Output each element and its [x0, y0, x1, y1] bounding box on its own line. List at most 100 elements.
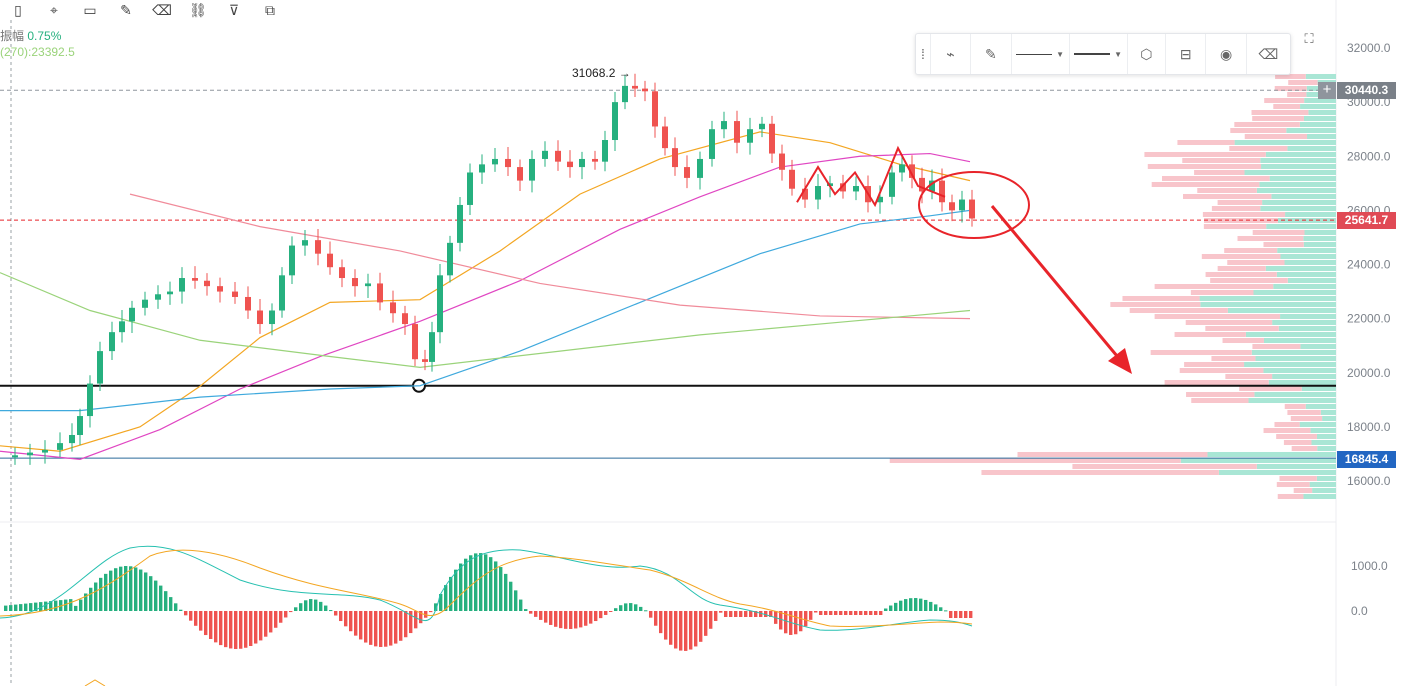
trash-icon[interactable]: ⌫ [152, 1, 172, 18]
macd-bar [924, 599, 928, 611]
volume-bar-up [1260, 158, 1336, 163]
edit-icon[interactable]: ✎ [120, 1, 132, 18]
amplitude-value: 0.75% [27, 29, 62, 43]
candle-up [542, 150, 548, 159]
candle-down [672, 148, 678, 168]
line-width-select[interactable]: ▼ [1070, 34, 1128, 74]
delete-icon[interactable]: ⌫ [1258, 45, 1279, 62]
candle-down [789, 169, 795, 189]
candle-down [567, 161, 573, 168]
volume-bar-down [1217, 266, 1266, 271]
macd-bar [109, 570, 113, 611]
pen-icon[interactable]: ✎ [971, 34, 1012, 74]
ma-blue-line [0, 209, 971, 412]
volume-bar-up [1265, 152, 1336, 157]
volume-bar-up [1256, 464, 1336, 469]
macd-bar [869, 611, 873, 615]
macd-bar [519, 599, 523, 611]
candle-down [592, 158, 598, 162]
volume-bar-up [1244, 362, 1336, 367]
volume-bar-down [1287, 410, 1321, 415]
candle-up [129, 307, 135, 322]
macd-tick-label: 1000.0 [1351, 559, 1388, 573]
macd-bar [944, 610, 948, 612]
macd-bar [689, 611, 693, 650]
volume-bar-up [1234, 140, 1336, 145]
macd-bar [589, 611, 593, 624]
volume-bar-up [1255, 356, 1336, 361]
macd-bar [254, 611, 258, 644]
macd-bar [274, 611, 278, 628]
volume-bar-down [1284, 404, 1306, 409]
macd-bar [669, 611, 673, 645]
macd-bar [734, 611, 738, 617]
macd-bar [634, 604, 638, 611]
filter-icon[interactable]: ⊽ [228, 1, 240, 18]
macd-bar [574, 611, 578, 629]
macd-bar [879, 611, 883, 615]
draw-tool-icon[interactable]: ⌁ [931, 34, 972, 74]
volume-bar-down [1279, 476, 1317, 481]
macd-bar [344, 611, 348, 627]
volume-bar-up [1307, 134, 1336, 139]
y-tick-label: 18000.0 [1347, 420, 1391, 434]
macd-bar [804, 611, 808, 627]
volume-bar-down [1110, 302, 1201, 307]
candle-down [232, 291, 238, 297]
bookmark-icon[interactable]: ▭ [83, 1, 97, 18]
volume-bar-up [1280, 254, 1336, 259]
price-tag-top: 30440.3 [1337, 82, 1396, 99]
eye-icon[interactable]: ◉ [1206, 34, 1247, 74]
macd-bar [269, 611, 273, 633]
candle-down [840, 183, 846, 192]
candle-up [437, 275, 443, 333]
y-tick-label: 16000.0 [1347, 474, 1391, 488]
macd-bar [494, 561, 498, 611]
ma-legend: (270):23392.5 [0, 45, 75, 59]
lock-icon[interactable]: ⊟ [1166, 34, 1207, 74]
macd-bar [829, 611, 833, 615]
drag-handle-icon[interactable]: ⁞ [916, 34, 931, 74]
macd-bar [84, 593, 88, 611]
pin-icon[interactable]: ⌖ [50, 1, 58, 18]
macd-dif-line [0, 545, 973, 631]
volume-bar-down [1150, 350, 1252, 355]
macd-bar [459, 563, 463, 611]
add-level-button[interactable]: + [1318, 82, 1336, 99]
volume-bar-down [1185, 320, 1273, 325]
volume-bar-down [1191, 398, 1249, 403]
macd-bar [749, 611, 753, 617]
candle-up [27, 452, 33, 456]
macd-bar [679, 611, 683, 651]
macd-histogram [4, 553, 973, 651]
candle-up [959, 199, 965, 211]
candle-down [969, 199, 975, 219]
candle-down [412, 324, 418, 360]
candlestick-icon[interactable]: ▯ [14, 1, 22, 18]
line-style-select[interactable]: ▼ [1012, 34, 1070, 74]
copy-icon[interactable]: ⧉ [265, 1, 275, 18]
volume-bar-up [1263, 368, 1336, 373]
volume-bar-up [1260, 206, 1336, 211]
macd-bar [164, 591, 168, 611]
indicator-fragment [84, 679, 106, 686]
macd-bar [934, 604, 938, 611]
candle-down [339, 267, 345, 279]
macd-bar [219, 611, 223, 646]
macd-bar [959, 611, 963, 618]
volume-bar-down [981, 470, 1219, 475]
volume-bar-down [1201, 254, 1281, 259]
link-icon[interactable]: ⛓ [189, 1, 207, 18]
y-tick-label: 28000.0 [1347, 149, 1391, 163]
macd-bar [279, 611, 283, 623]
volume-bar-up [1320, 410, 1336, 415]
settings-icon[interactable]: ⬡ [1128, 34, 1167, 74]
volume-bar-down [1197, 188, 1257, 193]
macd-bar [124, 566, 128, 611]
volume-bar-up [1301, 386, 1336, 391]
fullscreen-icon[interactable]: ⛶ [1304, 31, 1314, 46]
macd-bar [859, 611, 863, 615]
macd-bar [839, 611, 843, 615]
top-toolbar: ▯ ⌖ ▭ ✎ ⌫ ⛓ ⊽ ⧉ [0, 0, 288, 20]
